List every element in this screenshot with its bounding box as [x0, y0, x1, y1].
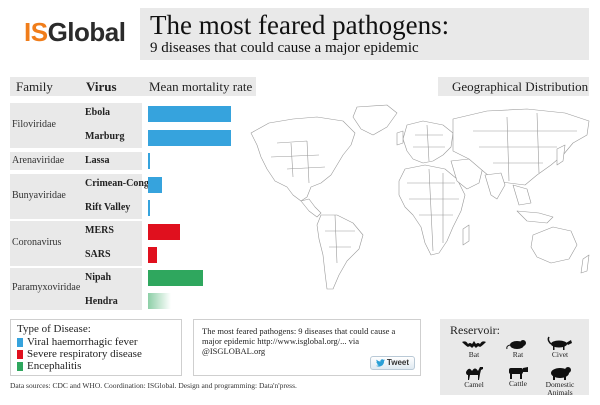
india: [484, 172, 506, 200]
camel-icon: [466, 367, 483, 380]
tweet-box: The most feared pathogens: 9 diseases th…: [193, 319, 421, 376]
column-header-mortality: Mean mortality rate: [144, 77, 256, 96]
footer-credits: Data sources: CDC and WHO. Coordination:…: [10, 381, 297, 390]
bar-nipah[interactable]: [148, 270, 203, 286]
page-subtitle: 9 diseases that could cause a major epid…: [150, 40, 419, 56]
rat-icon: [506, 340, 526, 350]
legend-label: Viral haemorrhagic fever: [27, 336, 138, 348]
reservoir-cattle[interactable]: Cattle: [498, 365, 538, 388]
family-label: Bunyaviridae: [12, 190, 66, 201]
virus-label-marburg[interactable]: Marburg: [85, 131, 125, 142]
uk: [396, 130, 404, 146]
indonesia: [516, 210, 554, 224]
virus-label-hendra[interactable]: Hendra: [85, 296, 118, 307]
legend-title: Type of Disease:: [17, 323, 91, 335]
reservoir-civet[interactable]: Civet: [540, 336, 580, 359]
bar-ebola[interactable]: [148, 106, 231, 122]
bar-crimean-congo[interactable]: [148, 177, 162, 193]
header: The most feared pathogens: 9 diseases th…: [140, 8, 589, 60]
twitter-bird-icon: [375, 359, 385, 367]
reservoir-title: Reservoir:: [450, 323, 500, 337]
virus-label-sars[interactable]: SARS: [85, 249, 111, 260]
reservoir-rat[interactable]: Rat: [498, 338, 538, 359]
bar-hendra[interactable]: [148, 293, 171, 309]
greenland: [352, 104, 398, 136]
page-title: The most feared pathogens:: [150, 10, 450, 40]
reservoir-label: Domestic Animals: [545, 380, 575, 397]
new-zealand: [580, 254, 590, 274]
virus-label-crimean-congo[interactable]: Crimean-Congo: [85, 178, 154, 189]
virus-label-mers[interactable]: MERS: [85, 225, 114, 236]
tweet-button[interactable]: Tweet: [369, 356, 415, 370]
central-america: [300, 198, 322, 218]
tweet-button-label: Tweet: [386, 358, 409, 367]
disease-type-legend: Type of Disease: Viral haemorrhagic feve…: [10, 319, 182, 376]
reservoir-domestic-animals[interactable]: Domestic Animals: [540, 364, 580, 397]
family-label: Filoviridae: [12, 119, 56, 130]
virus-label-lassa[interactable]: Lassa: [85, 155, 110, 166]
bar-marburg[interactable]: [148, 130, 231, 146]
family-row-filoviridae: Filoviridae: [10, 103, 142, 148]
legend-label: Encephalitis: [27, 360, 82, 372]
reservoir-bat[interactable]: Bat: [454, 338, 494, 359]
family-row-arenaviridae: Arenaviridae: [10, 152, 142, 170]
isglobal-logo[interactable]: ISGlobal: [24, 18, 134, 46]
australia: [530, 226, 578, 264]
bat-icon: [462, 341, 486, 348]
legend-item-respiratory[interactable]: Severe respiratory disease: [17, 348, 175, 360]
virus-label-rift-valley[interactable]: Rift Valley: [85, 202, 131, 213]
reservoir-label: Camel: [464, 380, 484, 389]
bar-mers[interactable]: [148, 224, 180, 240]
family-row-coronavirus: Coronavirus: [10, 221, 142, 266]
madagascar: [462, 224, 470, 246]
south-america: [316, 214, 364, 290]
column-header-geo: Geographical Distribution: [438, 77, 589, 96]
family-row-bunyaviridae: Bunyaviridae: [10, 174, 142, 219]
cattle-icon: [509, 367, 528, 379]
north-america: [250, 116, 356, 202]
southeast-asia: [512, 184, 532, 206]
japan: [556, 144, 566, 166]
domestic-animals-icon: [551, 367, 571, 380]
family-label: Coronavirus: [12, 237, 62, 248]
bar-sars[interactable]: [148, 247, 157, 263]
tweet-text: The most feared pathogens: 9 diseases th…: [202, 326, 396, 356]
family-row-paramyxoviridae: Paramyxoviridae: [10, 268, 142, 310]
column-header-family: Family: [10, 77, 78, 96]
legend-item-encephalitis[interactable]: Encephalitis: [17, 360, 175, 372]
bar-rift-valley[interactable]: [148, 200, 150, 216]
logo-global: Global: [47, 17, 126, 47]
africa: [398, 164, 466, 256]
legend-item-viral[interactable]: Viral haemorrhagic fever: [17, 336, 175, 348]
virus-label-ebola[interactable]: Ebola: [85, 107, 111, 118]
reservoir-camel[interactable]: Camel: [454, 364, 494, 389]
reservoir-panel: Reservoir: Bat Rat Civet Camel Cattle Do…: [440, 319, 589, 397]
family-label: Arenaviridae: [12, 155, 65, 166]
bar-lassa[interactable]: [148, 153, 150, 169]
reservoir-label: Rat: [512, 350, 524, 359]
column-header-virus: Virus: [78, 77, 144, 96]
family-label: Paramyxoviridae: [12, 282, 81, 293]
legend-swatch: [17, 361, 23, 371]
world-map[interactable]: [247, 103, 595, 298]
reservoir-label: Bat: [468, 350, 480, 359]
legend-swatch: [17, 349, 23, 359]
logo-is: IS: [24, 17, 48, 47]
civet-icon: [547, 336, 572, 350]
legend-swatch: [17, 337, 23, 347]
reservoir-label: Civet: [551, 350, 569, 359]
virus-label-nipah[interactable]: Nipah: [85, 272, 112, 283]
legend-label: Severe respiratory disease: [27, 348, 142, 360]
reservoir-label: Cattle: [509, 379, 527, 388]
